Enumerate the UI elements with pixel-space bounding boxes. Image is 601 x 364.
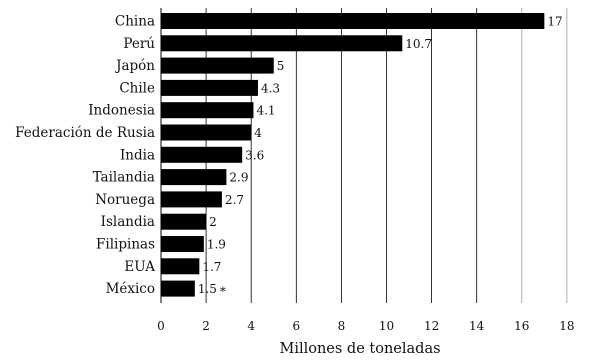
annotation-mark: * bbox=[220, 285, 226, 299]
bar bbox=[161, 258, 200, 275]
category-label: Indonesia bbox=[88, 103, 155, 119]
value-label: 4.3 bbox=[261, 81, 280, 95]
value-label: 4 bbox=[254, 126, 262, 140]
category-label: Tailandia bbox=[93, 170, 155, 186]
bar bbox=[161, 102, 254, 119]
value-label: 2.7 bbox=[225, 193, 244, 207]
category-label: Chile bbox=[119, 80, 155, 96]
category-label: Islandia bbox=[101, 214, 155, 230]
category-label: Noruega bbox=[95, 192, 155, 208]
category-label: México bbox=[106, 281, 155, 297]
bar bbox=[161, 57, 274, 74]
bar bbox=[161, 79, 258, 96]
value-label: 5 bbox=[277, 59, 285, 73]
category-label: Japón bbox=[114, 58, 155, 74]
value-label: 1.5 bbox=[198, 282, 217, 296]
value-label: 4.1 bbox=[256, 104, 275, 118]
category-label: Perú bbox=[123, 36, 155, 52]
x-tick-label: 6 bbox=[292, 319, 300, 333]
bar bbox=[161, 146, 243, 163]
value-label: 17 bbox=[547, 15, 562, 29]
x-tick-label: 16 bbox=[514, 319, 529, 333]
bar bbox=[161, 280, 195, 297]
value-label: 10.7 bbox=[405, 37, 432, 51]
x-tick-label: 2 bbox=[202, 319, 210, 333]
value-label: 1.9 bbox=[207, 238, 226, 252]
category-label: India bbox=[120, 147, 155, 163]
x-tick-label: 0 bbox=[157, 319, 165, 333]
x-tick-label: 8 bbox=[338, 319, 346, 333]
value-label: 2.9 bbox=[229, 171, 248, 185]
bar bbox=[161, 35, 403, 52]
x-tick-label: 12 bbox=[424, 319, 439, 333]
bar bbox=[161, 236, 204, 252]
x-tick-label: 18 bbox=[559, 319, 574, 333]
x-axis-title: Millones de toneladas bbox=[279, 341, 440, 357]
x-tick-label: 10 bbox=[379, 319, 394, 333]
value-label: 3.6 bbox=[245, 148, 264, 162]
bar bbox=[161, 124, 252, 141]
category-label: China bbox=[115, 14, 155, 30]
category-label: Filipinas bbox=[96, 237, 155, 253]
value-label: 1.7 bbox=[202, 260, 221, 274]
bar bbox=[161, 13, 545, 29]
x-tick-label: 4 bbox=[247, 319, 255, 333]
bar bbox=[161, 213, 207, 230]
bar bbox=[161, 191, 222, 208]
category-label: Federación de Rusia bbox=[15, 125, 155, 141]
x-tick-label: 14 bbox=[469, 319, 485, 333]
value-label: 2 bbox=[209, 215, 217, 229]
bar bbox=[161, 169, 227, 186]
category-label: EUA bbox=[124, 259, 155, 275]
